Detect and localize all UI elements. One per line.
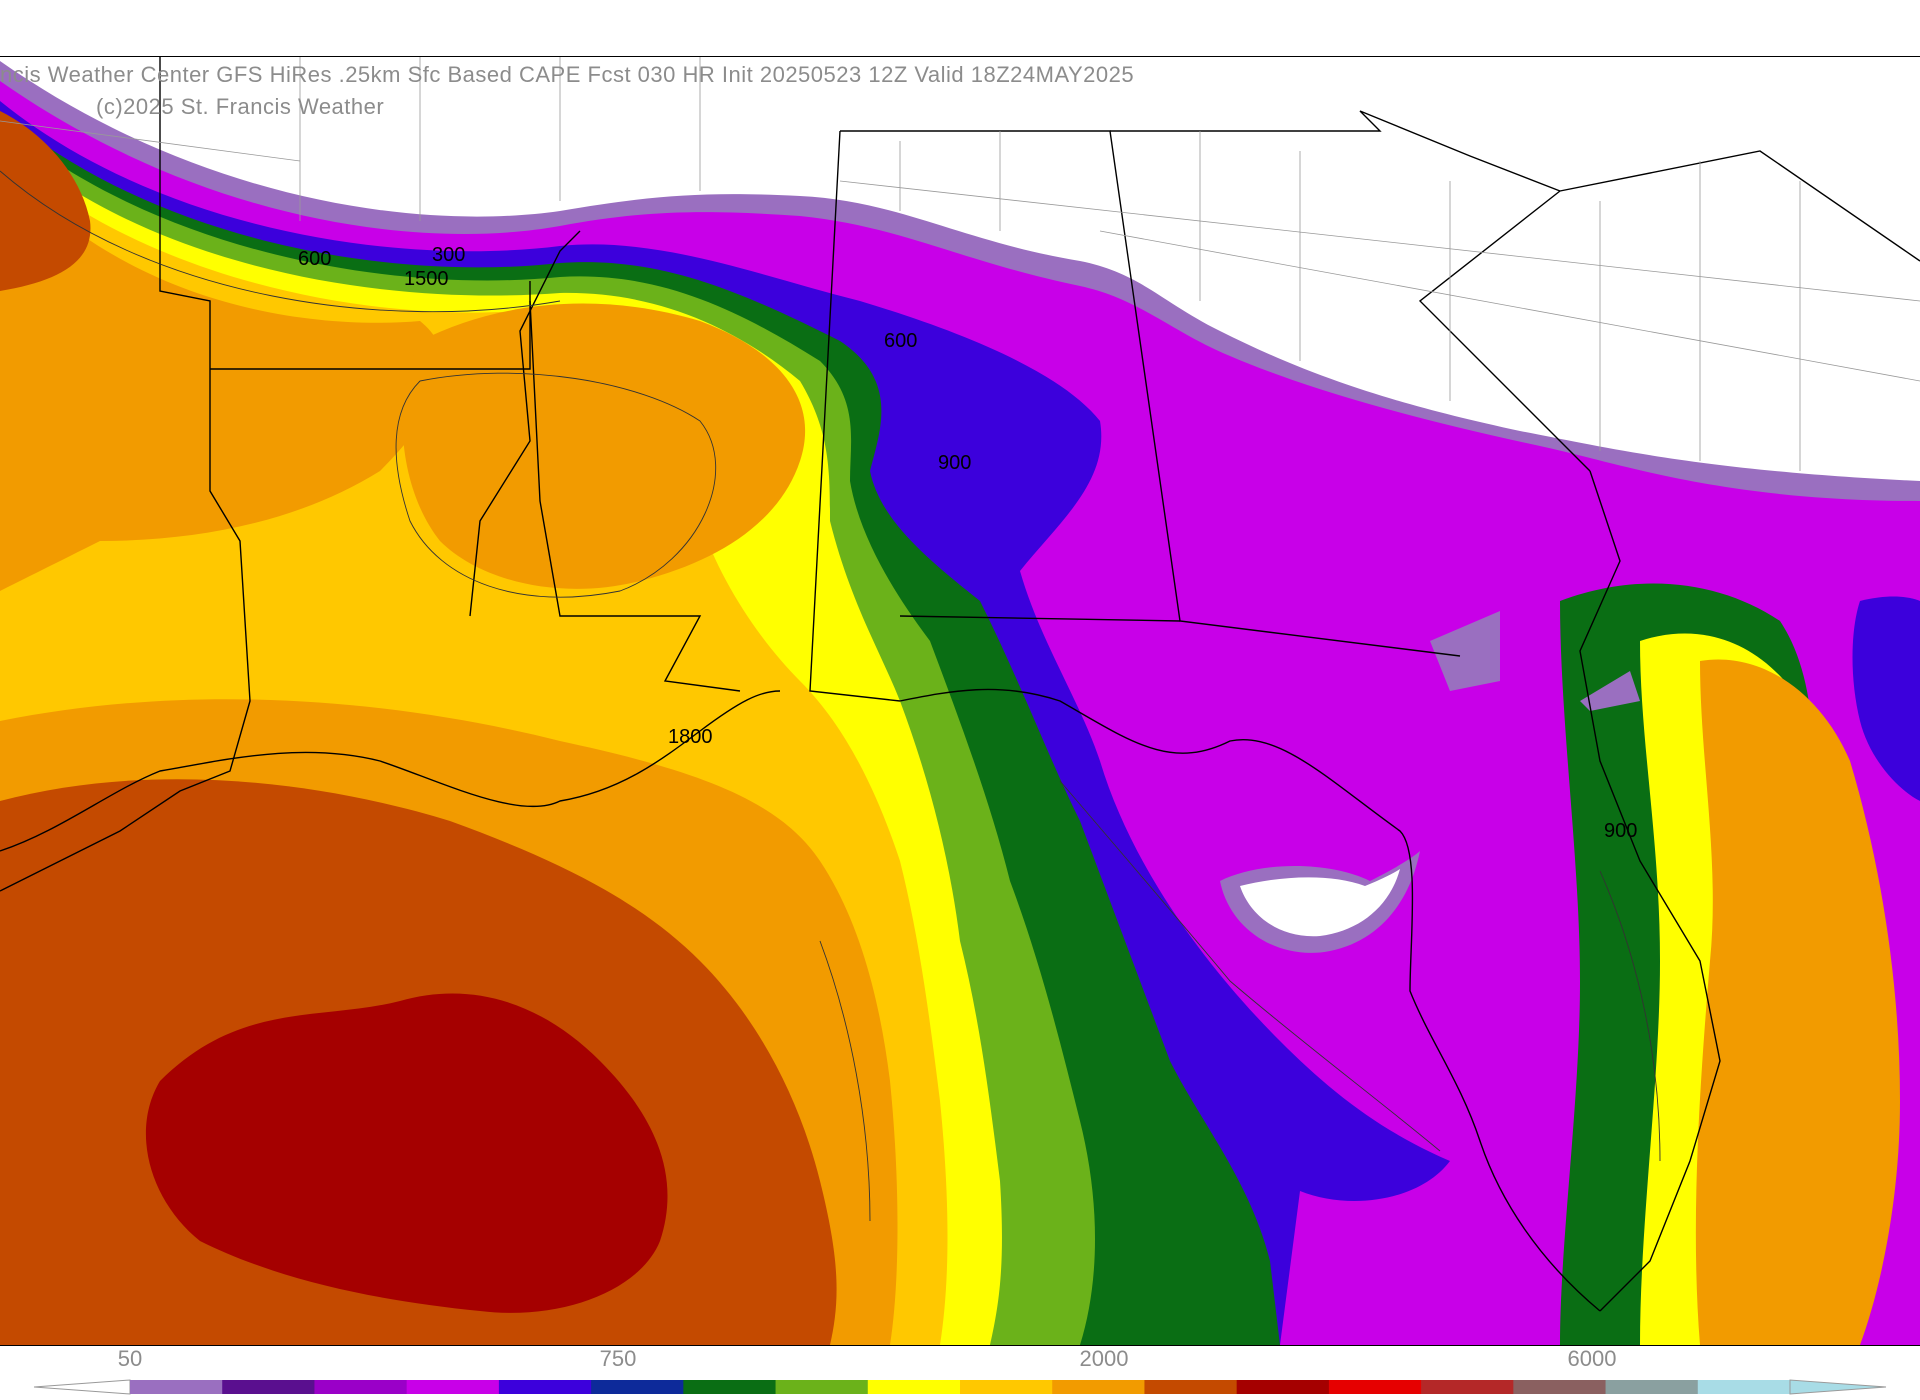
cape-band-rust-nw [0,111,91,291]
contour-label: 1800 [668,726,713,748]
colorbar-cell [222,1380,315,1394]
boundaries [0,57,1920,1312]
no-cape-hole-gulf-core [1240,869,1400,937]
cape-band-dark-red [145,993,668,1313]
map-title: ncis Weather Center GFS HiRes .25km Sfc … [0,62,1135,87]
contour-label: 1500 [404,268,449,290]
colorbar-tick-label: 6000 [1567,1346,1617,1371]
no-cape-hole-atl [1580,671,1640,711]
colorbar-cell [1513,1380,1607,1394]
contour-label: 600 [884,330,917,352]
cape-band-east-orange [1695,659,1900,1345]
colorbar-tick-label: 50 [117,1346,143,1371]
contour-label: 900 [938,452,971,474]
copyright-text: (c)2025 St. Francis Weather [96,94,385,119]
colorbar-cell [130,1380,223,1394]
colorbar-cell [960,1380,1053,1394]
cape-band-orange-inland [402,303,806,589]
cape-band-east-blue [1852,596,1920,801]
county-lines [0,57,1920,471]
colorbar-left-arrow [33,1379,131,1395]
map-area: 600 300 1500 600 900 1800 900 [0,56,1920,1346]
colorbar-cell [591,1380,684,1394]
colorbar-cell [1421,1380,1514,1394]
colorbar [33,1379,1887,1395]
colorbar-tick-label: 750 [599,1346,637,1371]
colorbar-right-arrow [1789,1379,1887,1395]
colorbar-cell [867,1380,961,1394]
contour-label: 600 [298,248,331,270]
cape-map: 600 300 1500 600 900 1800 900 [0,57,1920,1345]
contour-lines [0,170,1661,1222]
contour-label: 300 [432,244,465,266]
colorbar-cell [1605,1380,1699,1394]
colorbar-cell [406,1380,500,1394]
colorbar-cell [314,1380,408,1394]
colorbar-cell [1236,1380,1330,1394]
colorbar-cell [1697,1380,1791,1394]
colorbar-cell [775,1380,869,1394]
colorbar-cell [1328,1380,1422,1394]
colorbar-cell [1144,1380,1238,1394]
colorbar-cell [683,1380,777,1394]
no-cape-hole-ga [1430,611,1500,691]
colorbar-tick-label: 2000 [1079,1346,1129,1371]
colorbar-cell [1052,1380,1145,1394]
contour-label: 900 [1604,820,1637,842]
colorbar-cell [498,1380,592,1394]
